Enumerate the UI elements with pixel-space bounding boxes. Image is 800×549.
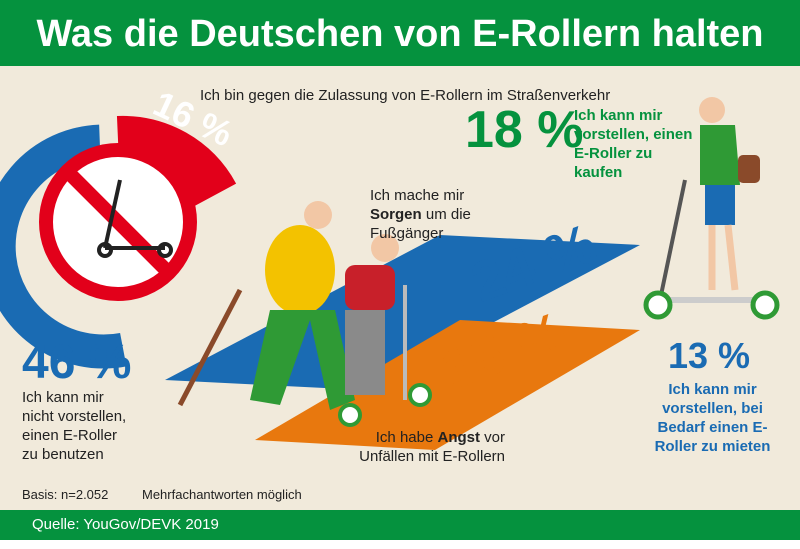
scooter-icon [97,179,173,258]
stat-value-buy: 18 % [465,101,584,159]
stat-text-buy: Ich kann mir vorstellen, einen E-Roller … [574,107,693,181]
prohibition-bar [63,167,173,277]
stat-text-not-use: Ich kann mir nicht vorstellen, einen E-R… [22,389,127,463]
basis-note: Basis: n=2.052 [22,487,109,502]
woman-scooter-figure [643,97,780,320]
stat-value-not-use: 46 % [22,336,132,389]
multiple-answers-note: Mehrfachantworten möglich [142,487,302,502]
elderly-man-figure [177,201,355,410]
stat-text-oppose: Ich bin gegen die Zulassung von E-Roller… [200,87,611,104]
stat-text-accidents: Ich habe Angst vor Unfällen mit E-Roller… [359,429,505,465]
stat-text-pedestrians: Ich mache mir Sorgen um die Fußgänger [370,187,471,242]
stat-value-rent: 13 % [668,335,751,376]
page-title: Was die Deutschen von E-Rollern halten [0,0,800,66]
ring-46-percent [0,124,127,369]
ring-16-percent [116,115,237,208]
stat-text-rent: Ich kann mir vorstellen, bei Bedarf eine… [654,381,771,455]
source-footer: Quelle: YouGov/DEVK 2019 [0,510,800,540]
boy-figure [338,234,432,427]
